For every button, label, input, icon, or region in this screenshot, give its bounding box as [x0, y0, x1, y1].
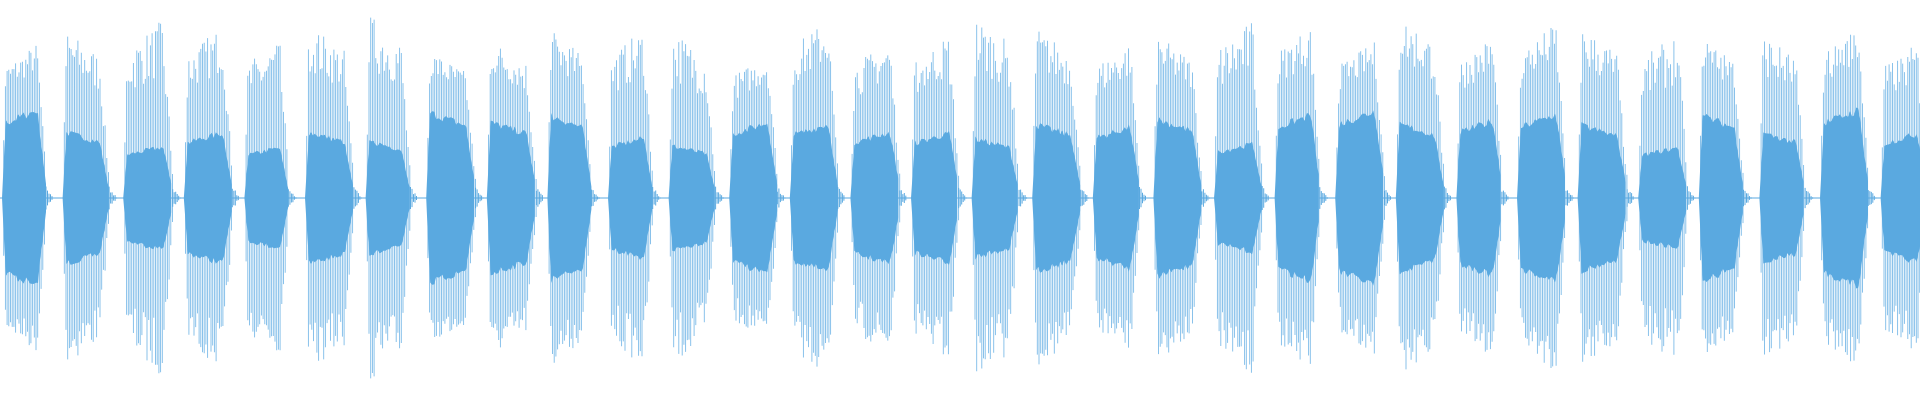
waveform-body [789, 124, 838, 272]
waveform-body [608, 136, 652, 260]
waveform-tail [1686, 186, 1696, 210]
waveform-tail [776, 188, 786, 208]
waveform-tail [899, 190, 908, 206]
waveform-tail [1261, 186, 1271, 210]
waveform-tail [1139, 187, 1148, 209]
waveform-body [244, 147, 289, 249]
waveform-tail [1867, 190, 1877, 206]
waveform-body [1880, 133, 1920, 263]
waveform-body [1820, 107, 1868, 289]
waveform-tail [172, 189, 181, 207]
waveform-tail [1626, 189, 1636, 207]
waveform-tail [652, 187, 661, 209]
waveform-tail [715, 186, 724, 210]
waveform-body [1274, 113, 1319, 283]
waveform-body [1032, 123, 1081, 273]
waveform-tail [1565, 190, 1574, 206]
waveform-tail [1018, 189, 1028, 207]
waveform-tail [231, 188, 241, 208]
waveform-body [668, 144, 715, 252]
waveform-body [62, 131, 109, 265]
waveform-body [1456, 118, 1501, 278]
waveform-body [1759, 132, 1804, 264]
waveform-body [486, 120, 535, 276]
waveform-tail [353, 187, 362, 209]
waveform-body [547, 112, 592, 284]
waveform-body [123, 146, 172, 250]
waveform-tail [1080, 189, 1089, 207]
waveform-tail [591, 189, 600, 207]
waveform-tail [287, 189, 297, 207]
waveform-body [729, 123, 778, 273]
waveform-tail [958, 187, 967, 209]
waveform-body [1577, 122, 1626, 274]
waveform-body [1153, 117, 1202, 279]
waveform-body [1638, 147, 1687, 249]
waveform-body [1698, 113, 1743, 283]
waveform-body [1517, 113, 1565, 283]
waveform-tail [837, 187, 846, 209]
waveform-tail [1443, 186, 1453, 210]
waveform-tail [410, 187, 419, 209]
waveform-tail [1501, 190, 1510, 206]
waveform-tail [1319, 187, 1328, 209]
waveform-body [971, 136, 1018, 260]
waveform-tail [1804, 187, 1814, 209]
waveform-body [426, 111, 475, 285]
waveform-tail [1384, 190, 1393, 206]
waveform-body [850, 131, 899, 265]
waveform-tail [108, 186, 118, 210]
waveform-body [305, 132, 353, 264]
waveform-body [911, 131, 957, 265]
waveform-body [1395, 121, 1444, 275]
waveform-body [2, 112, 46, 284]
waveform-body [1214, 141, 1262, 255]
waveform-tail [535, 189, 545, 207]
waveform-body [365, 140, 410, 256]
waveform-body [1092, 124, 1139, 272]
waveform-tail [1743, 189, 1752, 207]
waveform-body [1335, 110, 1384, 286]
waveform-body [183, 132, 232, 264]
waveform-tail [45, 186, 54, 210]
waveform-tail [1201, 189, 1210, 207]
waveform-tail [475, 187, 484, 209]
